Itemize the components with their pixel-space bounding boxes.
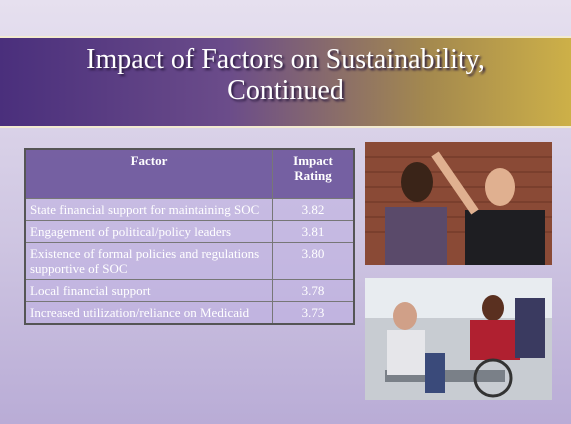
photo-students-wall [365,142,552,265]
rating-cell: 3.82 [273,199,355,221]
rating-cell: 3.78 [273,280,355,302]
rating-cell: 3.81 [273,221,355,243]
slide-title: Impact of Factors on Sustainability, Con… [60,44,511,106]
factor-cell: Existence of formal policies and regulat… [25,243,273,280]
factor-cell: State financial support for maintaining … [25,199,273,221]
rating-cell: 3.73 [273,302,355,325]
factor-cell: Local financial support [25,280,273,302]
table-row: Increased utilization/reliance on Medica… [25,302,354,325]
factor-cell: Increased utilization/reliance on Medica… [25,302,273,325]
table-row: State financial support for maintaining … [25,199,354,221]
header-cell: Impact Rating [273,149,355,199]
table-row: Existence of formal policies and regulat… [25,243,354,280]
header-cell: Factor [25,149,273,199]
header-row: Factor Impact Rating [25,149,354,199]
photo-hospital [365,278,552,400]
data-table: Factor Impact Rating State financial sup… [24,148,355,325]
factor-cell: Engagement of political/policy leaders [25,221,273,243]
slide: Impact of Factors on Sustainability, Con… [0,0,571,424]
rating-cell: 3.80 [273,243,355,280]
